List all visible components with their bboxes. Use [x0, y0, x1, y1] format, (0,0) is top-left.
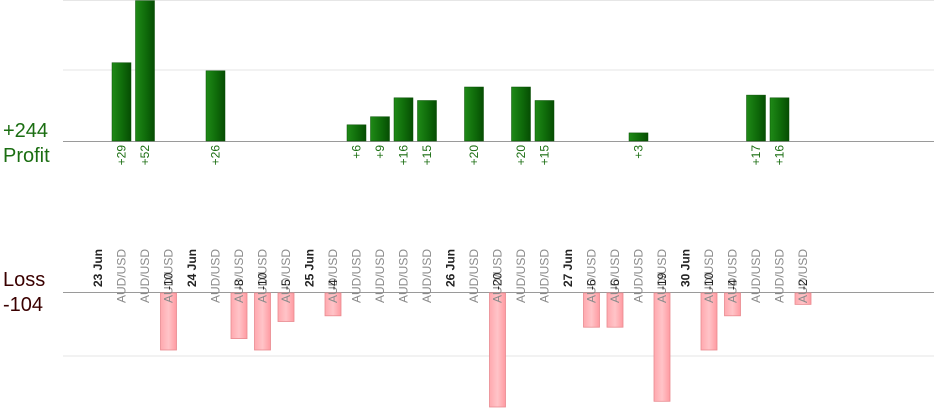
- profit-value-label: +29: [115, 145, 129, 166]
- profit-bar: [346, 124, 367, 142]
- profit-value-label: +15: [538, 145, 552, 166]
- pair-label: AUD/USD: [279, 249, 293, 303]
- profit-value-label: +20: [467, 145, 481, 166]
- loss-bar: [254, 292, 271, 351]
- pair-label: AUD/USD: [608, 249, 622, 303]
- profit-value-label: +16: [397, 145, 411, 166]
- profit-bar: [628, 132, 649, 142]
- date-label: 30 Jun: [679, 249, 693, 287]
- pair-label: AUD/USD: [702, 249, 716, 303]
- loss-bar: [489, 292, 506, 408]
- pair-label: AUD/USD: [420, 249, 434, 303]
- loss-bar: [583, 292, 600, 328]
- pair-label: AUD/USD: [773, 249, 787, 303]
- loss-value-label: -4: [726, 279, 740, 290]
- loss-value-label: -8: [232, 279, 246, 290]
- pair-label: AUD/USD: [585, 249, 599, 303]
- pair-label: AUD/USD: [796, 249, 810, 303]
- loss-bar: [653, 292, 671, 402]
- profit-bar: [111, 62, 132, 142]
- date-label: 26 Jun: [444, 249, 458, 287]
- profit-value-label: +3: [632, 145, 646, 159]
- pair-label: AUD/USD: [467, 249, 481, 303]
- pair-label: AUD/USD: [232, 249, 246, 303]
- profit-value-label: +6: [350, 145, 364, 159]
- date-label: 23 Jun: [91, 249, 105, 287]
- bars-group: [111, 0, 812, 408]
- pair-label: AUD/USD: [655, 249, 669, 303]
- loss-value-label: -20: [491, 272, 505, 290]
- pair-label: AUD/USD: [115, 249, 129, 303]
- pair-label: AUD/USD: [350, 249, 364, 303]
- loss-value-label: -2: [796, 279, 810, 290]
- loss-value-label: -10: [256, 272, 270, 290]
- pair-label: AUD/USD: [138, 249, 152, 303]
- profit-value-label: +20: [514, 145, 528, 166]
- profit-value-label: +52: [138, 145, 152, 166]
- loss-value-label: -10: [162, 272, 176, 290]
- profit-bar: [511, 86, 531, 142]
- loss-bar: [160, 292, 177, 351]
- pair-label: AUD/USD: [209, 249, 223, 303]
- loss-value-label: -6: [585, 279, 599, 290]
- loss-value-label: -19: [655, 272, 669, 290]
- date-label: 25 Jun: [303, 249, 317, 287]
- pair-label: AUD/USD: [162, 249, 176, 303]
- profit-value-label: +15: [420, 145, 434, 166]
- pair-label: AUD/USD: [632, 249, 646, 303]
- loss-value-label: -4: [326, 279, 340, 290]
- pair-label: AUD/USD: [538, 249, 552, 303]
- profit-value-label: +16: [773, 145, 787, 166]
- profit-bar: [769, 97, 790, 142]
- loss-value-label: -10: [702, 272, 716, 290]
- pair-label: AUD/USD: [514, 249, 528, 303]
- loss-bar: [324, 292, 342, 317]
- date-label: 27 Jun: [561, 249, 575, 287]
- profit-bar: [746, 94, 766, 142]
- loss-bar: [724, 292, 741, 317]
- pair-label: AUD/USD: [256, 249, 270, 303]
- loss-value-label: -6: [608, 279, 622, 290]
- profit-label: Profit: [3, 145, 50, 167]
- profit-bar: [205, 70, 226, 142]
- profit-value-label: +17: [749, 145, 763, 166]
- profit-total: +244: [3, 120, 49, 142]
- pair-label: AUD/USD: [749, 249, 763, 303]
- profit-bar: [135, 0, 155, 142]
- profit-bar: [534, 100, 555, 142]
- loss-bar: [794, 292, 812, 305]
- profit-bar: [393, 97, 414, 142]
- profit-value-label: +9: [373, 145, 387, 159]
- pair-label: AUD/USD: [326, 249, 340, 303]
- pair-label: AUD/USD: [373, 249, 387, 303]
- loss-bar: [230, 292, 248, 339]
- pair-label: AUD/USD: [491, 249, 505, 303]
- loss-total: -104: [3, 294, 44, 316]
- profit-bar: [417, 100, 437, 142]
- profit-value-label: +26: [209, 145, 223, 166]
- pair-label: AUD/USD: [726, 249, 740, 303]
- profit-bar: [370, 116, 390, 142]
- loss-bar: [700, 292, 718, 351]
- date-label: 24 Jun: [185, 249, 199, 287]
- loss-label: Loss: [3, 269, 46, 291]
- loss-bar: [606, 292, 624, 328]
- loss-bar: [277, 292, 295, 322]
- loss-value-label: -5: [279, 279, 293, 290]
- profit-bar: [464, 86, 484, 142]
- pair-label: AUD/USD: [397, 249, 411, 303]
